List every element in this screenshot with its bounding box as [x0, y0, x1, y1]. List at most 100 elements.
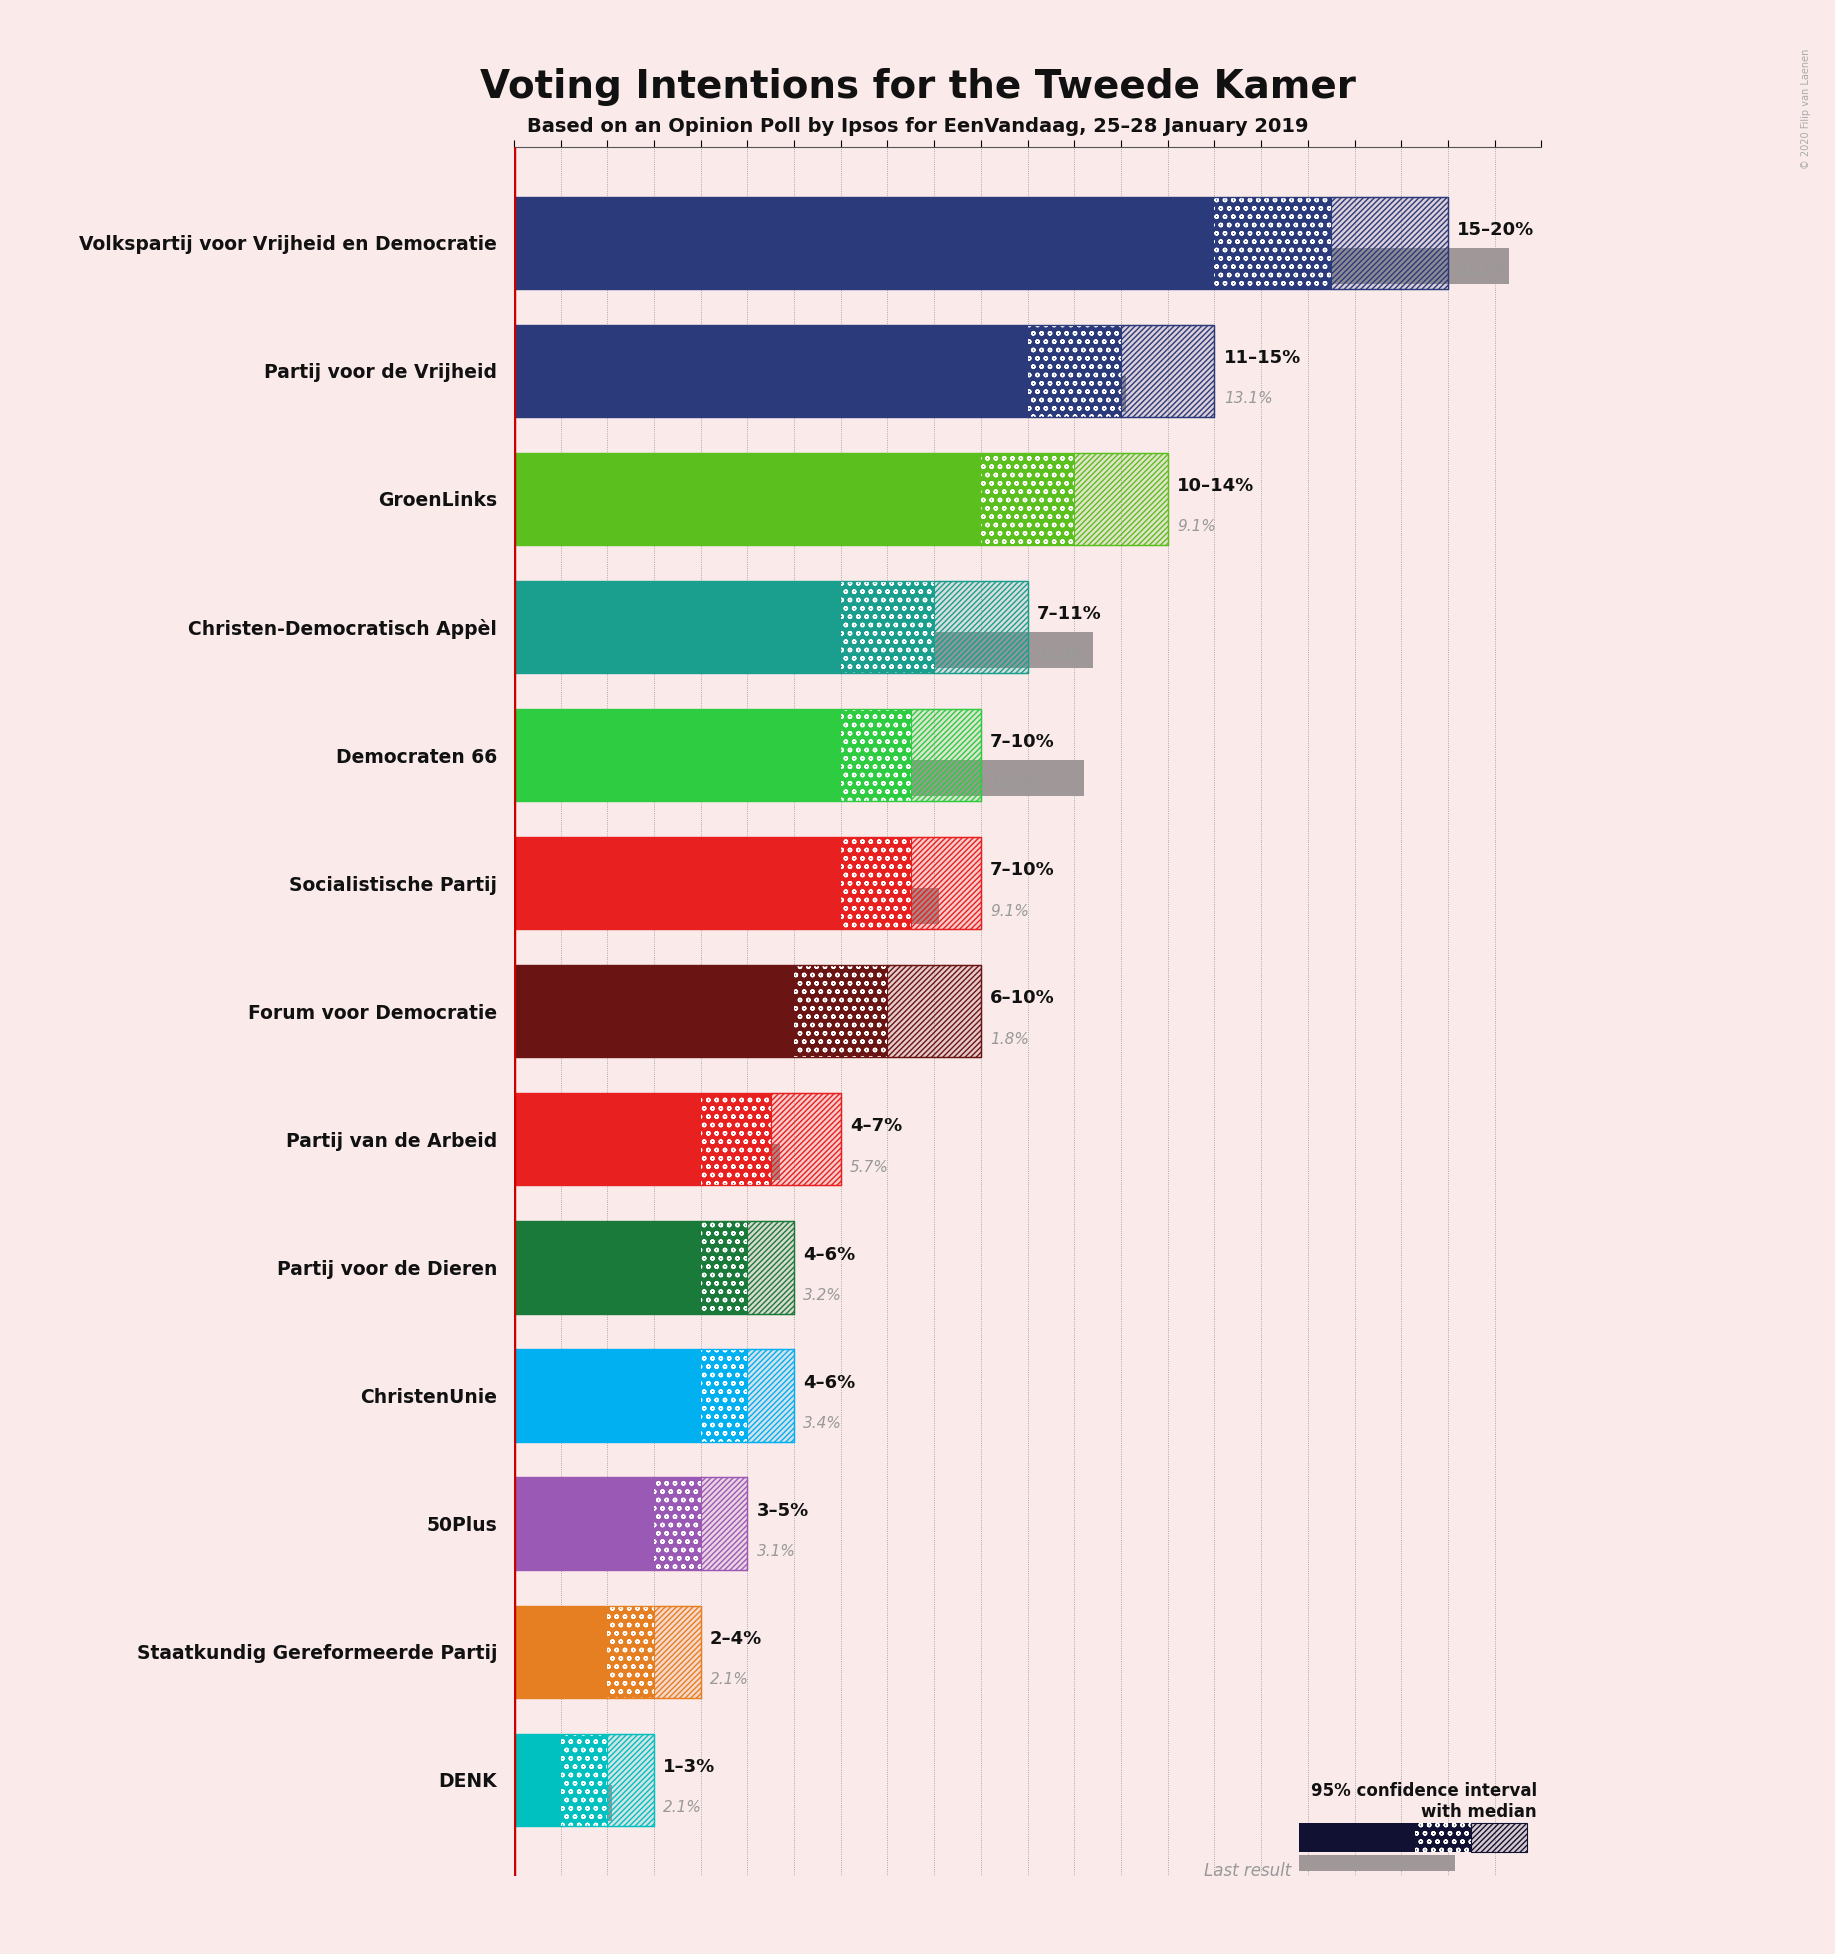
Bar: [1028, 324, 1121, 416]
Bar: [514, 760, 1084, 795]
Bar: [514, 1350, 701, 1442]
Text: 3.4%: 3.4%: [804, 1417, 842, 1430]
Bar: [514, 709, 982, 801]
Text: Last result: Last result: [1204, 1862, 1292, 1880]
Bar: [701, 1477, 747, 1569]
Bar: [653, 1477, 701, 1569]
Bar: [701, 1350, 747, 1442]
Bar: [514, 1092, 840, 1186]
Bar: [1415, 1823, 1472, 1852]
Bar: [1028, 324, 1121, 416]
Bar: [701, 1350, 747, 1442]
Bar: [795, 965, 888, 1057]
Text: 5.7%: 5.7%: [850, 1161, 888, 1174]
Bar: [514, 324, 1028, 416]
Text: 4–6%: 4–6%: [804, 1374, 855, 1391]
Bar: [653, 1477, 701, 1569]
Bar: [840, 580, 934, 672]
Bar: [514, 197, 1215, 289]
Bar: [701, 1477, 747, 1569]
Bar: [840, 709, 910, 801]
Text: 12.2%: 12.2%: [991, 776, 1039, 791]
Bar: [982, 453, 1073, 545]
Bar: [514, 1477, 747, 1569]
Bar: [514, 580, 840, 672]
Text: 4–6%: 4–6%: [804, 1245, 855, 1264]
Text: 95% confidence interval
with median: 95% confidence interval with median: [1310, 1782, 1536, 1821]
Bar: [514, 1016, 598, 1051]
Bar: [888, 965, 982, 1057]
Bar: [514, 1221, 795, 1313]
Bar: [771, 1092, 840, 1186]
Bar: [514, 965, 795, 1057]
Text: 10–14%: 10–14%: [1176, 477, 1255, 494]
Bar: [1330, 197, 1448, 289]
Bar: [701, 1221, 747, 1313]
Bar: [840, 709, 910, 801]
Bar: [514, 324, 1215, 416]
Bar: [514, 1092, 701, 1186]
Bar: [1073, 453, 1167, 545]
Bar: [910, 836, 982, 930]
Bar: [514, 1606, 607, 1698]
Text: 9.1%: 9.1%: [1176, 520, 1217, 535]
Bar: [514, 1477, 653, 1569]
Bar: [1215, 197, 1330, 289]
Bar: [1415, 1823, 1472, 1852]
Text: 2.1%: 2.1%: [710, 1673, 749, 1688]
Bar: [514, 1350, 795, 1442]
Bar: [514, 1272, 662, 1309]
Bar: [910, 709, 982, 801]
Bar: [982, 453, 1073, 545]
Bar: [747, 1221, 795, 1313]
Bar: [1330, 197, 1448, 289]
Bar: [1073, 453, 1167, 545]
Bar: [747, 1350, 795, 1442]
Text: 2–4%: 2–4%: [710, 1630, 762, 1647]
Bar: [1472, 1823, 1527, 1852]
Bar: [934, 580, 1028, 672]
Text: 21.3%: 21.3%: [1457, 264, 1507, 277]
Bar: [607, 1733, 653, 1825]
Bar: [514, 631, 1094, 668]
Bar: [1472, 1823, 1527, 1852]
Bar: [514, 1733, 653, 1825]
Bar: [795, 965, 888, 1057]
Bar: [514, 1528, 659, 1565]
Bar: [514, 1145, 780, 1180]
Bar: [560, 1733, 607, 1825]
Text: 1.8%: 1.8%: [991, 1032, 1029, 1047]
Bar: [514, 889, 940, 924]
Text: 4–7%: 4–7%: [850, 1118, 903, 1135]
Bar: [701, 1092, 771, 1186]
Bar: [607, 1606, 653, 1698]
Bar: [607, 1733, 653, 1825]
Text: 9.1%: 9.1%: [991, 905, 1029, 918]
Bar: [514, 453, 982, 545]
Bar: [888, 965, 982, 1057]
Bar: [607, 1606, 653, 1698]
Bar: [514, 504, 940, 539]
Text: 15–20%: 15–20%: [1457, 221, 1534, 238]
Text: 2.1%: 2.1%: [662, 1800, 703, 1815]
Text: 12.4%: 12.4%: [1037, 647, 1086, 662]
Bar: [514, 375, 1125, 412]
Bar: [1121, 324, 1215, 416]
Bar: [514, 1606, 701, 1698]
Bar: [514, 248, 1508, 283]
Text: 1–3%: 1–3%: [662, 1759, 716, 1776]
Text: 7–10%: 7–10%: [991, 733, 1055, 750]
Bar: [840, 836, 910, 930]
Text: © 2020 Filip van Laenen: © 2020 Filip van Laenen: [1802, 49, 1811, 170]
Text: 3.1%: 3.1%: [756, 1544, 796, 1559]
Text: 11–15%: 11–15%: [1224, 350, 1301, 367]
Bar: [840, 836, 910, 930]
Bar: [1121, 324, 1215, 416]
Bar: [910, 709, 982, 801]
Bar: [514, 1657, 611, 1692]
Bar: [701, 1221, 747, 1313]
Bar: [747, 1350, 795, 1442]
Bar: [514, 836, 840, 930]
Bar: [653, 1606, 701, 1698]
Bar: [1299, 1823, 1415, 1852]
